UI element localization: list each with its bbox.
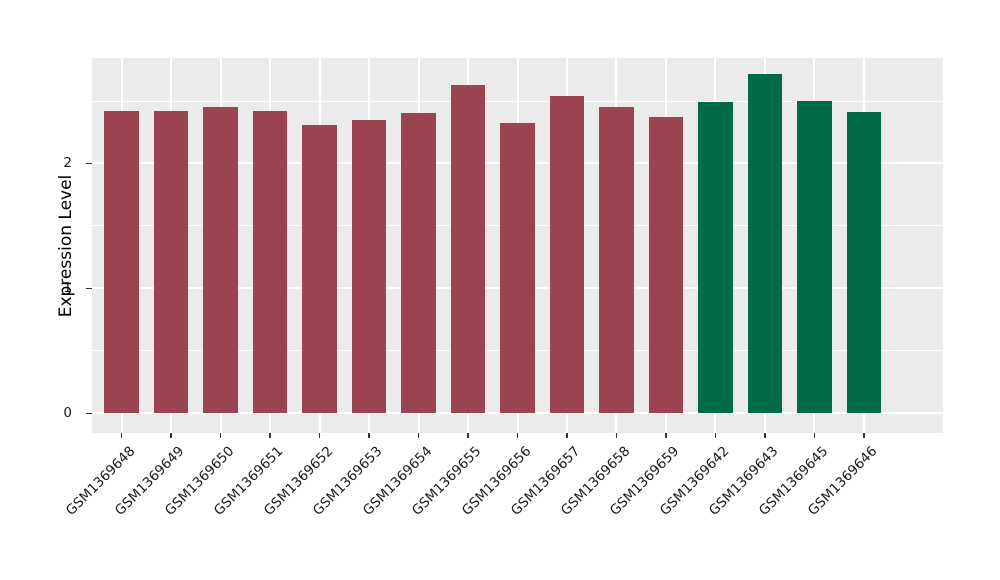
expression-bar [203,107,238,413]
y-tick-label: 1 [63,280,72,297]
expression-bar [252,110,288,413]
x-tick-mark [467,433,469,438]
x-tick-mark [318,433,321,438]
x-tick-mark [170,433,172,438]
expression-bar [500,123,535,413]
x-tick-mark [665,433,667,438]
x-tick-mark [368,433,370,438]
y-tick-mark [86,287,92,289]
expression-bar [846,112,882,413]
y-tick-mark [86,412,92,414]
y-axis-title: Expression Level [56,174,76,317]
expression-bar [599,107,634,413]
x-tick-mark [615,433,618,438]
y-tick-mark [86,162,92,164]
x-tick-mark [269,433,271,438]
plot-panel [92,58,943,433]
x-tick-mark [813,433,816,438]
x-tick-mark [120,433,123,438]
x-tick-mark [714,433,717,438]
expression-bar [698,102,733,413]
expression-bar [104,110,139,413]
x-tick-mark [219,433,222,438]
expression-bar [549,96,585,413]
expression-bar [450,84,486,413]
expression-bar [401,113,436,413]
expression-bar [302,124,337,413]
expression-bar [797,101,832,413]
x-tick-mark [516,433,519,438]
expression-bar [153,110,189,413]
expression-bar [747,73,783,413]
x-tick-mark [764,433,766,438]
expression-bar [648,117,684,413]
x-tick-mark [417,433,420,438]
expression-bar [351,119,387,413]
x-tick-mark [863,433,865,438]
y-tick-label: 0 [63,405,72,421]
y-tick-label: 2 [63,155,72,172]
x-tick-mark [566,433,568,438]
